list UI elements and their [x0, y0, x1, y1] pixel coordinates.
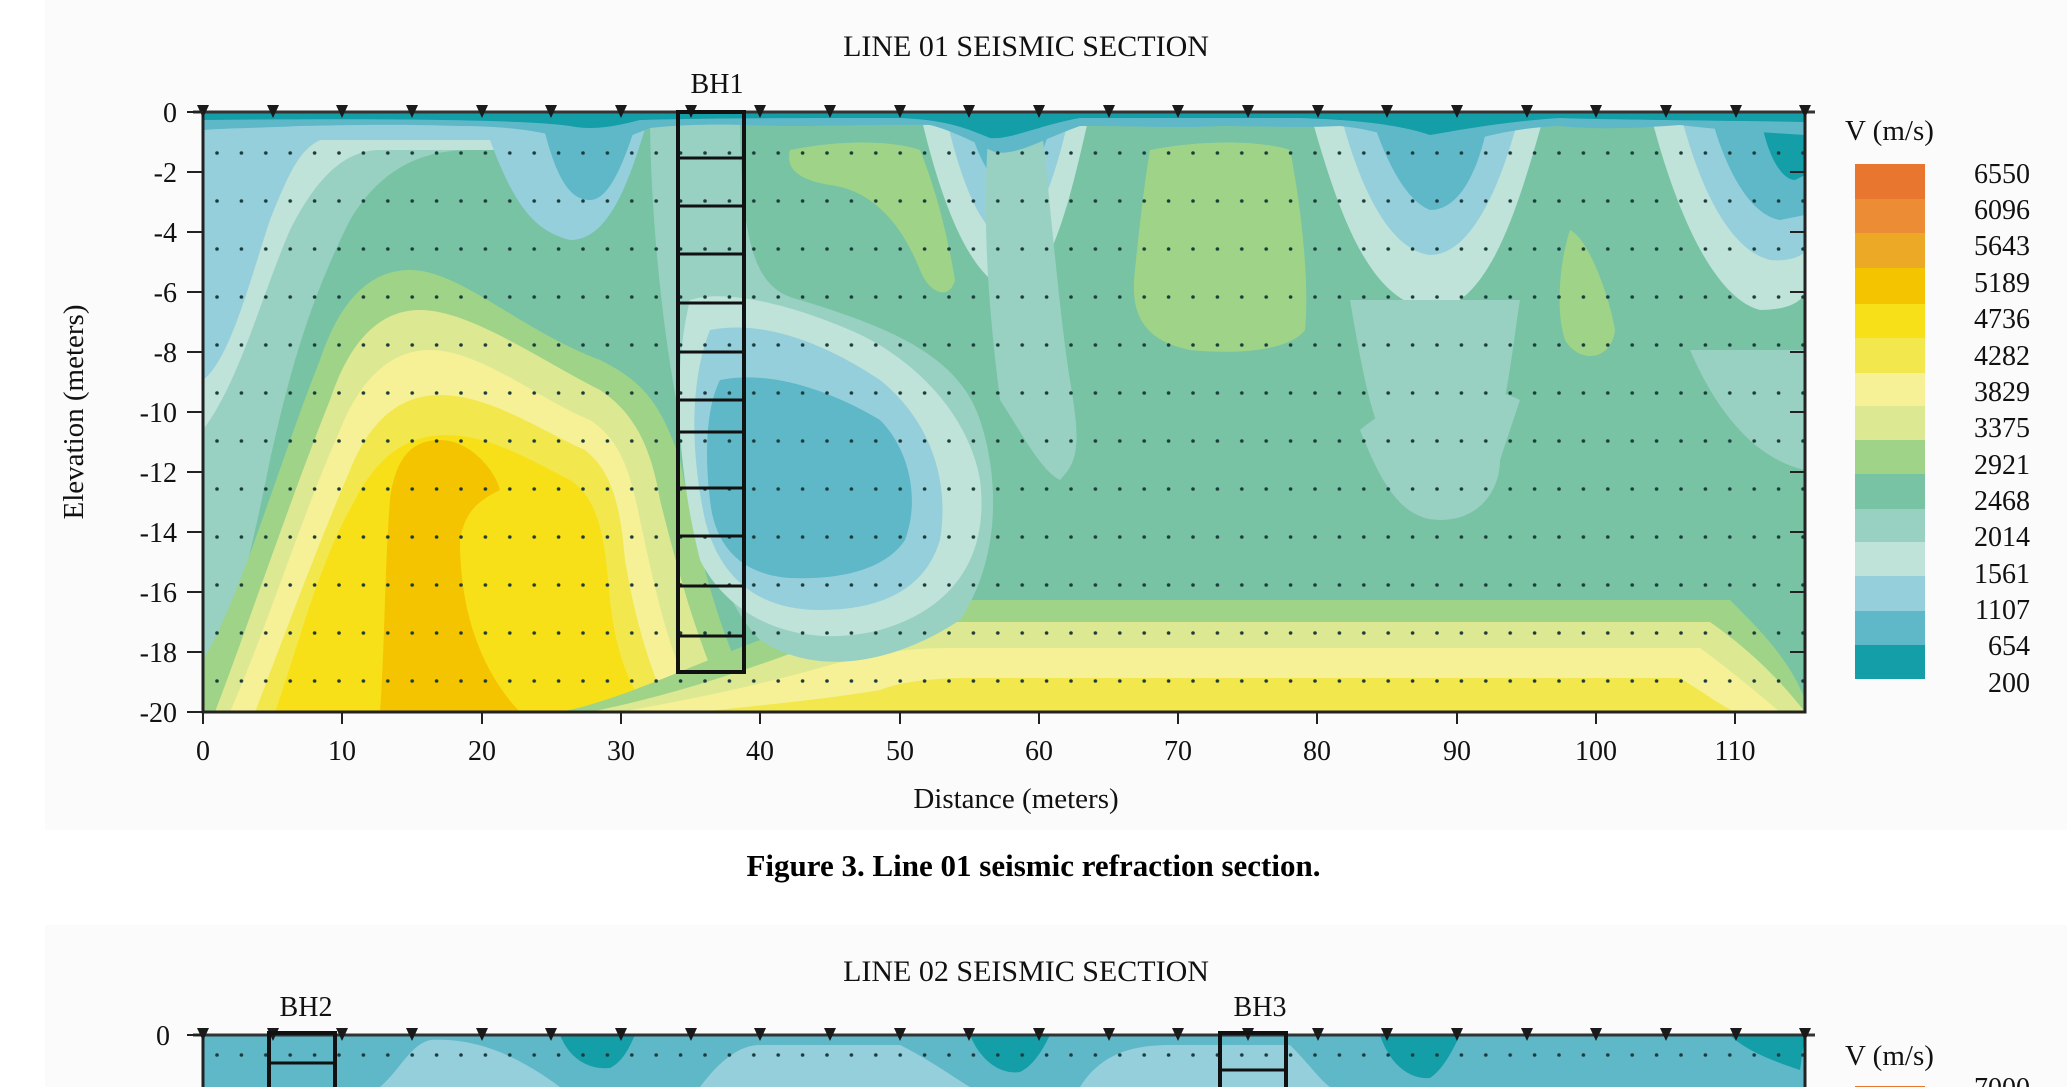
- svg-text:4282: 4282: [1974, 341, 2030, 372]
- svg-text:5189: 5189: [1974, 268, 2030, 299]
- svg-text:V (m/s): V (m/s): [1845, 1040, 1934, 1072]
- svg-text:-2: -2: [154, 158, 177, 189]
- svg-text:200: 200: [1988, 668, 2030, 699]
- svg-text:-18: -18: [140, 638, 177, 669]
- chart-title: LINE 01 SEISMIC SECTION: [843, 30, 1209, 63]
- svg-text:2014: 2014: [1974, 522, 2030, 553]
- svg-text:0: 0: [196, 736, 210, 767]
- svg-text:1561: 1561: [1974, 559, 2030, 590]
- legend-title: V (m/s): [1845, 115, 1934, 147]
- svg-text:5643: 5643: [1974, 231, 2030, 262]
- svg-text:-8: -8: [154, 338, 177, 369]
- svg-text:-10: -10: [140, 398, 177, 429]
- borehole-bh2: BH2: [267, 992, 337, 1087]
- svg-text:4736: 4736: [1974, 304, 2030, 335]
- x-axis: [202, 712, 1736, 724]
- svg-text:-6: -6: [154, 278, 177, 309]
- geophone-markers: [197, 105, 1811, 118]
- figure-caption: Figure 3. Line 01 seismic refraction sec…: [746, 848, 1321, 883]
- x-tick-labels: 0 10 20 30 40 50 60 70 80 90 100 110: [196, 736, 1755, 767]
- svg-text:70: 70: [1164, 736, 1192, 767]
- legend-values: 6550 6096 5643 5189 4736 4282 3829 3375 …: [1974, 159, 2030, 699]
- velocity-colorbar: V (m/s) 6550 6096 5643 5189 4736 4282 38…: [1845, 115, 2030, 699]
- svg-text:7000: 7000: [1974, 1073, 2030, 1087]
- svg-text:2468: 2468: [1974, 486, 2030, 517]
- svg-text:-14: -14: [140, 518, 177, 549]
- velocity-contour-field-2: [203, 1035, 1805, 1087]
- velocity-colorbar-2: V (m/s) 7000: [1845, 1040, 2030, 1087]
- svg-text:-4: -4: [154, 218, 177, 249]
- svg-text:80: 80: [1303, 736, 1331, 767]
- svg-text:3829: 3829: [1974, 377, 2030, 408]
- y-tick-labels: 0 -2 -4 -6 -8 -10 -12 -14 -16 -18 -20: [140, 98, 177, 729]
- borehole-bh1: BH1: [676, 69, 746, 674]
- svg-text:2921: 2921: [1974, 450, 2030, 481]
- svg-text:60: 60: [1025, 736, 1053, 767]
- y-axis-label: Elevation (meters): [58, 305, 90, 520]
- y-axis: [187, 111, 1805, 713]
- y-tick-label-0: 0: [156, 1021, 170, 1052]
- svg-text:50: 50: [886, 736, 914, 767]
- svg-text:30: 30: [607, 736, 635, 767]
- svg-text:100: 100: [1575, 736, 1617, 767]
- svg-text:6550: 6550: [1974, 159, 2030, 190]
- svg-text:BH2: BH2: [280, 992, 333, 1023]
- svg-text:10: 10: [328, 736, 356, 767]
- svg-text:3375: 3375: [1974, 413, 2030, 444]
- svg-text:90: 90: [1443, 736, 1471, 767]
- borehole-bh3: BH3: [1218, 992, 1288, 1087]
- velocity-contour-field: [203, 112, 1805, 712]
- svg-text:-20: -20: [140, 698, 177, 729]
- borehole-label: BH1: [691, 69, 744, 100]
- svg-text:-12: -12: [140, 458, 177, 489]
- svg-text:0: 0: [163, 98, 177, 129]
- svg-text:40: 40: [746, 736, 774, 767]
- svg-text:-16: -16: [140, 578, 177, 609]
- x-axis-label: Distance (meters): [913, 783, 1118, 815]
- svg-text:110: 110: [1715, 736, 1756, 767]
- svg-text:1107: 1107: [1975, 595, 2030, 626]
- svg-text:654: 654: [1988, 631, 2030, 662]
- chart2-title: LINE 02 SEISMIC SECTION: [843, 955, 1209, 988]
- svg-text:20: 20: [468, 736, 496, 767]
- svg-text:6096: 6096: [1974, 195, 2030, 226]
- svg-text:BH3: BH3: [1234, 992, 1287, 1023]
